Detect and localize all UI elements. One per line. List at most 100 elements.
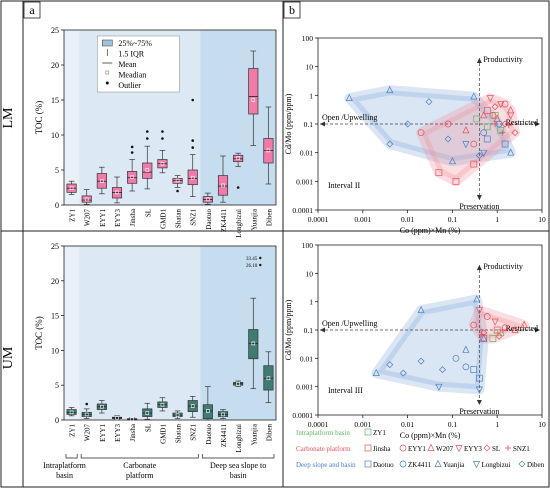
- group-shade-intraplatform: [64, 30, 80, 205]
- mean-marker: [160, 402, 165, 407]
- data-point: [399, 444, 407, 452]
- mean-marker: [175, 178, 180, 183]
- y-tick-label: 0.0001: [292, 411, 313, 420]
- mean-marker: [115, 190, 119, 195]
- data-point: [448, 157, 456, 165]
- group-bracket: [80, 454, 199, 459]
- arrow-head-left: [320, 121, 325, 127]
- x-tick-label: 10: [538, 215, 546, 224]
- x-tick-label: 10: [538, 420, 546, 429]
- arrow-label-open-upwelling: Open /Upwelling: [322, 319, 377, 328]
- data-point: [372, 368, 380, 376]
- data-point: [499, 327, 506, 333]
- group-label: basin: [56, 471, 73, 480]
- x-tick-label: Diben: [265, 209, 273, 227]
- legend-group-title: Carbonate platform: [296, 445, 351, 453]
- legend-item-label: Daotuo: [373, 461, 394, 469]
- y-tick-label: 0.1: [304, 120, 314, 129]
- box-Yuanjia: [248, 329, 259, 360]
- y-tick-label: 0.001: [296, 383, 313, 392]
- data-point: [505, 445, 511, 451]
- data-point: [475, 386, 483, 394]
- data-point: [497, 127, 505, 134]
- outlier-annotation: 26.10: [246, 264, 258, 269]
- data-point: [470, 366, 478, 373]
- mean-marker: [236, 156, 240, 160]
- legend-item-label: ZY1: [373, 429, 386, 437]
- data-point: [492, 121, 499, 127]
- data-point: [462, 363, 470, 371]
- data-point: [470, 321, 478, 329]
- y-tick-label: 25: [51, 242, 59, 251]
- group-label: platform: [126, 471, 154, 480]
- data-point: [480, 149, 488, 157]
- data-point: [425, 98, 433, 106]
- data-point: [472, 461, 481, 469]
- y-tick-label: 20: [51, 61, 59, 70]
- y-tick-label: 0: [55, 201, 59, 210]
- x-axis-label: Co (ppm)×Mn (%): [400, 431, 461, 440]
- mean-marker: [221, 412, 225, 417]
- arrow-label-productivity: Productivity: [483, 55, 523, 64]
- arrow-head-up: [476, 265, 482, 270]
- legend-label: 1.5 IQR: [118, 50, 144, 59]
- arrow-head-right: [535, 327, 540, 333]
- y-axis-label: Cd/Mo (ppm/ppm): [284, 93, 293, 154]
- y-tick-label: 1: [309, 91, 313, 100]
- y-axis-label: Cd/Mo (ppm/ppm): [284, 299, 293, 360]
- group-label: basin: [230, 471, 247, 480]
- data-point: [518, 460, 526, 468]
- data-point: [511, 129, 519, 137]
- mean-marker: [145, 411, 150, 415]
- mean-marker: [100, 179, 104, 183]
- outlier-point: [191, 98, 195, 102]
- x-tick-label: EYY1: [99, 424, 107, 442]
- x-tick-label: Shatan: [175, 424, 183, 444]
- x-tick-label: Daotuo: [205, 209, 213, 230]
- outlier-point: [191, 146, 195, 149]
- x-tick-label: Longbizui: [235, 209, 243, 238]
- y-tick-label: 10: [306, 269, 314, 278]
- data-point: [491, 318, 499, 326]
- x-tick-label: Yuanjia: [250, 423, 258, 445]
- data-point: [505, 122, 512, 129]
- data-point: [480, 129, 488, 136]
- group-shade-carbonate: [79, 246, 201, 420]
- data-point: [438, 366, 446, 374]
- outlier-point: [259, 263, 262, 267]
- panel-b-tag: b: [289, 3, 295, 17]
- legend-swatch-outlier: [105, 81, 109, 85]
- scatter-plot-lm: 0.0001 0.001 0.01 0.1 1 10 0.0001 0.001 0.01 0.1 1…: [284, 34, 546, 235]
- x-tick-label: Diben: [265, 424, 273, 442]
- y-tick-label: 5: [55, 381, 59, 390]
- data-point: [489, 112, 497, 119]
- group-label: Deep sea slope to: [210, 461, 266, 470]
- arrow-head-left: [320, 327, 325, 333]
- arrow-label-open-upwelling: Open /Upwelling: [322, 113, 377, 122]
- y-axis-label: TOC (%): [34, 316, 44, 350]
- data-point: [489, 335, 497, 342]
- data-point: [399, 369, 407, 377]
- arrow-label-restricted: Restricted: [506, 324, 538, 333]
- y-tick-label: 20: [51, 277, 59, 286]
- group-label: Carbonate: [123, 461, 156, 470]
- data-point: [435, 169, 443, 177]
- data-point: [476, 374, 483, 382]
- data-point: [483, 313, 491, 320]
- mean-marker: [190, 404, 195, 408]
- x-axis-label: Co (ppm)×Mn (%): [400, 226, 461, 235]
- data-point: [364, 428, 372, 436]
- interval-label: Interval III: [328, 386, 363, 395]
- legend-label: Mean: [118, 60, 136, 69]
- x-tick-label: 1: [495, 420, 499, 429]
- arrow-head-down: [476, 400, 482, 405]
- legend-item-label: SL: [492, 445, 500, 453]
- data-point: [475, 151, 483, 159]
- data-point: [364, 460, 372, 468]
- data-point: [501, 120, 509, 128]
- y-tick-label: 15: [51, 96, 59, 105]
- mean-marker: [84, 412, 89, 417]
- x-tick-label: SL: [144, 424, 152, 432]
